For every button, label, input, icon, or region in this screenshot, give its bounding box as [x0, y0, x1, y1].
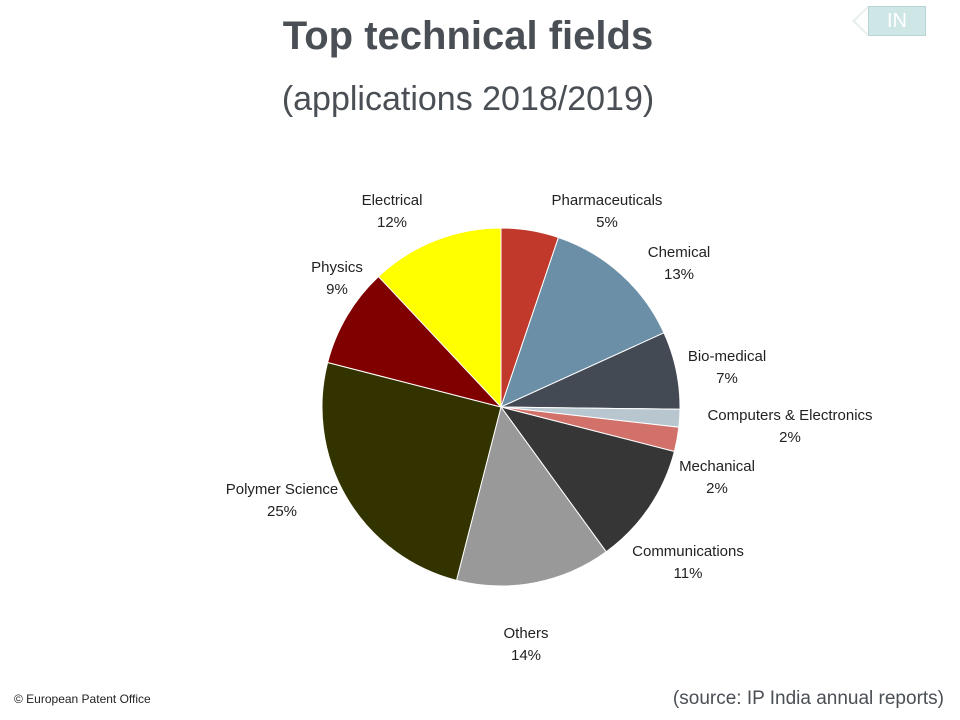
- slice-percent-mechanical: 2%: [706, 480, 728, 497]
- slice-label-electrical: Electrical: [362, 192, 423, 209]
- source-note: (source: IP India annual reports): [673, 688, 944, 710]
- slice-percent-bio-medical: 7%: [716, 370, 738, 387]
- slice-percent-polymer-science: 25%: [267, 503, 297, 520]
- slice-label-mechanical: Mechanical: [679, 458, 755, 475]
- slice-percent-communications: 11%: [674, 565, 703, 582]
- slice-label-physics: Physics: [311, 259, 363, 276]
- slice-label-polymer-science: Polymer Science: [226, 481, 339, 498]
- slice-percent-others: 14%: [511, 647, 541, 664]
- slice-percent-physics: 9%: [326, 281, 348, 298]
- slice-percent-computers-electronics: 2%: [779, 429, 801, 446]
- slice-percent-pharmaceuticals: 5%: [596, 214, 618, 231]
- slice-percent-chemical: 13%: [664, 266, 694, 283]
- slice-label-bio-medical: Bio-medical: [688, 348, 766, 365]
- slice-label-communications: Communications: [632, 543, 744, 560]
- slice-label-chemical: Chemical: [648, 244, 711, 261]
- copyright-text: © European Patent Office: [14, 692, 151, 706]
- slice-label-others: Others: [503, 625, 548, 642]
- slice-label-pharmaceuticals: Pharmaceuticals: [552, 192, 663, 209]
- slice-label-computers-electronics: Computers & Electronics: [707, 407, 872, 424]
- slice-percent-electrical: 12%: [377, 214, 407, 231]
